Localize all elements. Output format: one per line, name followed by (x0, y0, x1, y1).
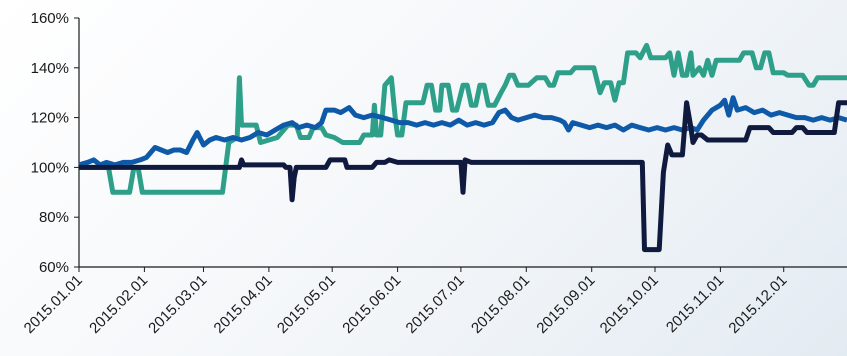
series-layer (78, 42, 847, 253)
x-tick-label: 2015.10.01 (597, 272, 662, 337)
y-tick-label: 120% (31, 110, 69, 127)
x-tick-label: 2015.09.01 (533, 272, 598, 337)
y-tick-label: 140% (31, 60, 69, 77)
series-line-2 (78, 95, 847, 168)
x-tick-label: 2015.02.01 (86, 272, 151, 337)
y-tick-label: 60% (39, 259, 69, 276)
x-tick-label: 2015.07.01 (403, 272, 468, 337)
y-tick-label: 80% (39, 209, 69, 226)
x-tick-label: 2015.11.01 (663, 272, 727, 336)
x-tick-label: 2015.03.01 (145, 272, 210, 337)
x-tick-label: 2015.08.01 (468, 272, 533, 337)
x-tick-label: 2015.04.01 (211, 272, 276, 337)
x-tick-label: 2015.06.01 (339, 272, 404, 337)
y-axis: 60% 80% 100% 120% 140% 160% (31, 10, 80, 276)
y-tick-label: 160% (31, 10, 69, 27)
x-tick-label: 2015.01.01 (21, 272, 86, 337)
x-tick-label: 2015.12.01 (725, 272, 790, 337)
series-line-1 (79, 42, 847, 195)
x-tick-label: 2015.05.01 (274, 272, 339, 337)
series-line-3 (79, 100, 847, 253)
y-tick-label: 100% (31, 159, 69, 176)
